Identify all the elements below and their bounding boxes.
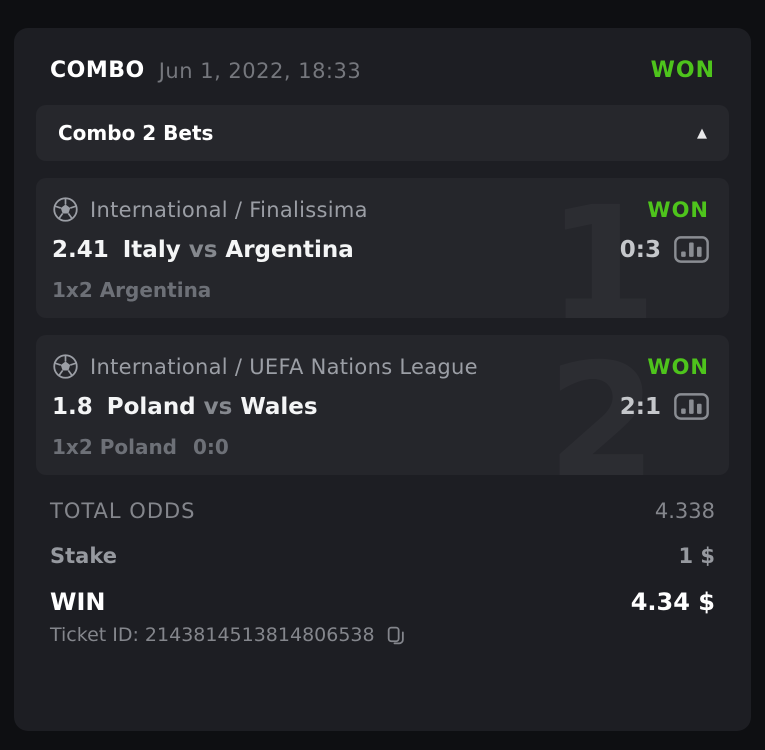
total-odds-label: TOTAL ODDS <box>50 499 196 523</box>
pick-row: 1x2 Argentina <box>52 278 709 302</box>
combo-summary-label: Combo 2 Bets <box>58 121 214 145</box>
match-stats-icon[interactable] <box>674 236 709 263</box>
pick-score: 0:0 <box>193 435 229 459</box>
match-row: 2.41 Italy vs Argentina 0:3 <box>52 236 709 263</box>
league-name: International / UEFA Nations League <box>90 354 478 379</box>
win-row: WIN 4.34 $ <box>36 588 729 616</box>
away-team: Argentina <box>225 236 354 263</box>
ticket-header: COMBO Jun 1, 2022, 18:33 WON <box>36 50 729 89</box>
vs-label: vs <box>188 236 218 263</box>
ticket-id-row: Ticket ID: 2143814513814806538 <box>36 624 729 646</box>
collapse-arrow-icon[interactable]: ▲ <box>697 125 707 141</box>
bet-odds: 1.8 <box>52 393 93 420</box>
pick-row: 1x2 Poland 0:0 <box>52 435 709 459</box>
total-odds-value: 4.338 <box>654 499 715 523</box>
soccer-ball-icon <box>53 354 78 379</box>
home-team: Poland <box>106 393 196 420</box>
match-stats-icon[interactable] <box>674 393 709 420</box>
score-group: 2:1 <box>620 393 709 420</box>
league-row: International / UEFA Nations League WON <box>52 353 709 380</box>
stake-value: 1 $ <box>678 544 715 568</box>
bet-status-badge: WON <box>647 354 709 379</box>
copy-icon[interactable] <box>385 625 406 646</box>
win-value: 4.34 $ <box>630 588 715 616</box>
ticket-id-label: Ticket ID: 2143814513814806538 <box>50 624 375 646</box>
stake-label: Stake <box>50 544 117 568</box>
vs-label: vs <box>203 393 233 420</box>
win-label: WIN <box>50 588 106 616</box>
match-score: 0:3 <box>619 236 661 263</box>
home-team: Italy <box>122 236 181 263</box>
stake-row: Stake 1 $ <box>36 544 729 568</box>
combo-summary-toggle[interactable]: Combo 2 Bets ▲ <box>36 105 729 161</box>
bet-odds: 2.41 <box>52 236 109 263</box>
pick-label: 1x2 Poland <box>52 435 177 459</box>
league-name: International / Finalissima <box>90 197 368 222</box>
ticket-status-badge: WON <box>650 58 715 83</box>
match-score: 2:1 <box>619 393 661 420</box>
league-row: International / Finalissima WON <box>52 196 709 223</box>
away-team: Wales <box>240 393 318 420</box>
pick-label: 1x2 Argentina <box>52 278 212 302</box>
soccer-ball-icon <box>53 197 78 222</box>
bet-type-label: COMBO <box>50 58 145 83</box>
total-odds-row: TOTAL ODDS 4.338 <box>36 499 729 523</box>
match-row: 1.8 Poland vs Wales 2:1 <box>52 393 709 420</box>
bet-datetime: Jun 1, 2022, 18:33 <box>158 58 362 83</box>
score-group: 0:3 <box>620 236 709 263</box>
bet-card-2: 2 International / UEFA Nations League WO… <box>36 335 729 475</box>
bet-card-1: 1 International / Finalissima WON 2.41 I… <box>36 178 729 318</box>
bet-ticket-panel: COMBO Jun 1, 2022, 18:33 WON Combo 2 Bet… <box>14 28 751 731</box>
bet-status-badge: WON <box>647 197 709 222</box>
